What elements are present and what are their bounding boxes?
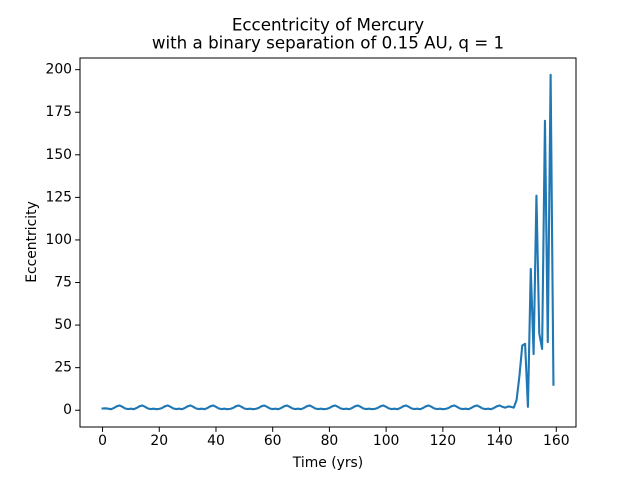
x-tick-label: 20 bbox=[150, 433, 168, 449]
chart-subtitle: with a binary separation of 0.15 AU, q =… bbox=[152, 33, 504, 53]
y-tick-label: 25 bbox=[54, 360, 72, 376]
axes-frame bbox=[79, 57, 577, 428]
x-tick-label: 0 bbox=[98, 433, 107, 449]
x-tick-label: 100 bbox=[373, 433, 400, 449]
x-tick-label: 140 bbox=[486, 433, 513, 449]
x-tick-label: 40 bbox=[207, 433, 225, 449]
y-tick-label: 175 bbox=[45, 104, 72, 120]
y-tick-label: 100 bbox=[45, 232, 72, 248]
data-line bbox=[101, 73, 555, 411]
y-axis-label: Eccentricity bbox=[24, 201, 40, 283]
x-tick-label: 60 bbox=[264, 433, 282, 449]
y-tick-label: 75 bbox=[54, 275, 72, 291]
y-tick-label: 200 bbox=[45, 62, 72, 78]
chart-title: Eccentricity of Mercury bbox=[232, 15, 424, 35]
x-axis-label: Time (yrs) bbox=[292, 455, 363, 471]
x-tick-label: 80 bbox=[321, 433, 339, 449]
y-tick-label: 125 bbox=[45, 189, 72, 205]
x-tick-label: 120 bbox=[430, 433, 457, 449]
x-tick-label: 160 bbox=[543, 433, 570, 449]
y-tick-label: 50 bbox=[54, 317, 72, 333]
y-tick-label: 0 bbox=[63, 402, 72, 418]
y-tick-label: 150 bbox=[45, 147, 72, 163]
